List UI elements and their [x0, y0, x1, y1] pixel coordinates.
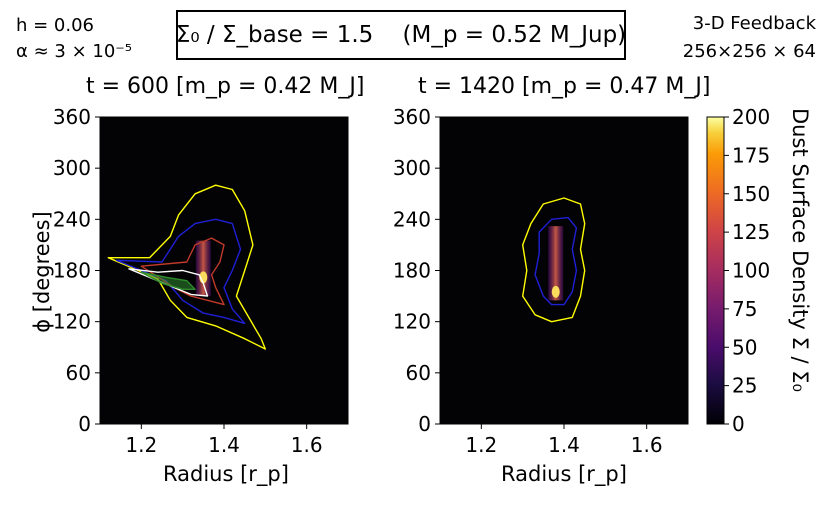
y-tick-label: 360 — [53, 105, 91, 129]
contour-blue — [534, 216, 578, 306]
feedback-text: 3-D Feedback — [692, 13, 816, 34]
colorbar-tick-label: 200 — [732, 105, 770, 129]
y-tick-label: 120 — [393, 310, 431, 334]
param-alpha: α ≈ 3 × 10⁻⁵ — [16, 40, 132, 64]
x-tick-label: 1.4 — [208, 433, 240, 457]
param-alpha-text: α ≈ 3 × 10⁻⁵ — [16, 41, 132, 62]
dust-clump — [548, 226, 564, 301]
panel-2-x-axis-label: Radius [r_p] — [501, 462, 627, 486]
colorbar-tick-label: 75 — [732, 297, 757, 321]
panel-1-x-axis-label: Radius [r_p] — [163, 462, 289, 486]
colorbar-label: Dust Surface Density Σ / Σ₀ — [788, 108, 812, 392]
x-tick-label: 1.4 — [548, 433, 580, 457]
contour-white — [128, 268, 209, 297]
y-tick-label: 180 — [393, 259, 431, 283]
y-tick-label: 240 — [53, 207, 91, 231]
y-tick-label: 0 — [418, 412, 431, 436]
colorbar-tick-label: 50 — [732, 335, 757, 359]
figure-title-box: Σ₀ / Σ_base = 1.5 (M_p = 0.52 M_Jup) — [176, 10, 626, 60]
param-h-text: h = 0.06 — [16, 15, 95, 36]
colorbar-tick-label: 150 — [732, 182, 770, 206]
y-tick-label: 300 — [53, 156, 91, 180]
colorbar-tick-label: 100 — [732, 259, 770, 283]
y-tick-label: 300 — [393, 156, 431, 180]
feedback-label: 3-D Feedback — [693, 11, 816, 37]
y-tick-label: 60 — [66, 361, 91, 385]
y-tick-label: 360 — [393, 105, 431, 129]
x-tick-label: 1.6 — [631, 433, 663, 457]
figure-title: Σ₀ / Σ_base = 1.5 (M_p = 0.52 M_Jup) — [175, 22, 627, 48]
panel-2-field — [440, 117, 688, 424]
dust-peak — [551, 285, 560, 298]
x-tick-label: 1.2 — [125, 433, 157, 457]
contour-yellow — [522, 197, 586, 323]
colorbar-tick-label: 25 — [732, 374, 757, 398]
colorbar-tick-label: 125 — [732, 220, 770, 244]
panel-2-title: t = 1420 [m_p = 0.47 M_J] — [418, 74, 711, 99]
y-tick-label: 0 — [78, 412, 91, 436]
contour-yellow — [107, 184, 266, 350]
colorbar-tick-label: 175 — [732, 143, 770, 167]
y-tick-label: 120 — [53, 310, 91, 334]
x-tick-label: 1.2 — [465, 433, 497, 457]
y-tick-label: 60 — [406, 361, 431, 385]
param-h: h = 0.06 — [16, 14, 94, 38]
colorbar — [706, 116, 725, 425]
panel-2: 0 60 120 180 240 300 360 1.2 1.4 1.6 — [393, 105, 689, 457]
contour-blue — [115, 218, 246, 325]
panel-1-title: t = 600 [m_p = 0.42 M_J] — [86, 74, 365, 99]
resolution-label: 256×256 × 64 — [683, 39, 816, 65]
panel-1: 0 60 120 180 240 300 360 1.2 1.4 1.6 — [53, 105, 349, 457]
colorbar-tick-label: 0 — [732, 412, 745, 436]
y-tick-label: 180 — [53, 259, 91, 283]
dust-clump — [195, 240, 211, 297]
resolution-text: 256×256 × 64 — [682, 41, 816, 62]
y-tick-label: 240 — [393, 207, 431, 231]
x-tick-label: 1.6 — [291, 433, 323, 457]
contour-green — [140, 271, 196, 290]
